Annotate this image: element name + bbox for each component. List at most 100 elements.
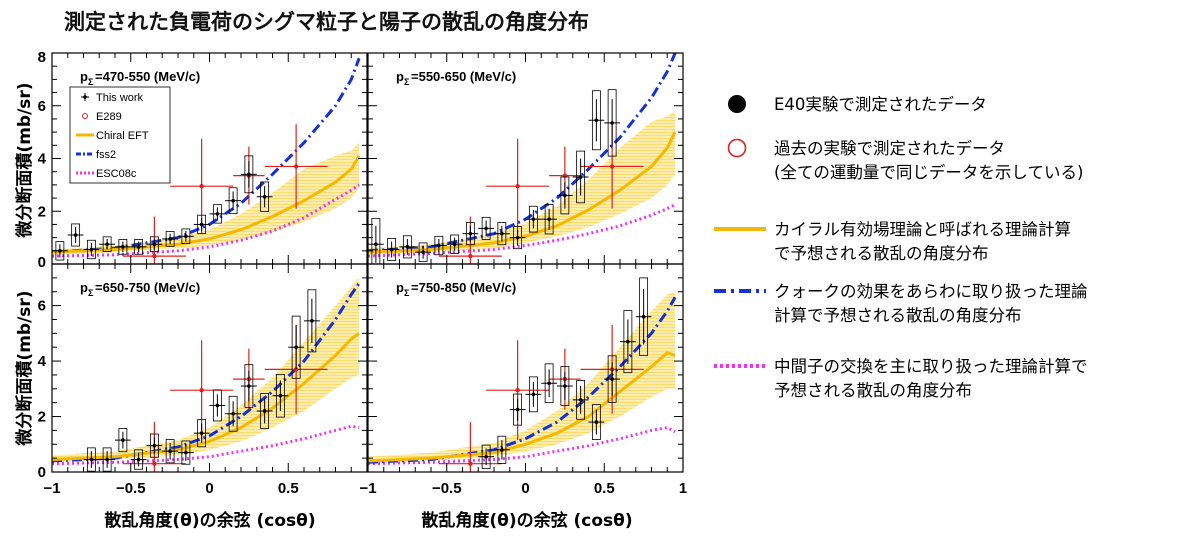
this-work-marker xyxy=(136,457,141,462)
right-legend-text: 中間子の交換を主に取り扱った理論計算で xyxy=(774,357,1088,376)
right-legend-text: (全ての運動量で同じデータを示している) xyxy=(774,162,1083,182)
this-work-point xyxy=(256,393,273,429)
this-work-marker xyxy=(89,247,94,252)
this-work-marker xyxy=(563,193,567,198)
y-tick-label: 8 xyxy=(38,49,46,66)
right-legend-text: 予想される散乱の角度分布 xyxy=(774,381,972,400)
this-work-marker xyxy=(500,231,504,236)
right-legend-item: 過去の実験で測定されたデータ (全ての運動量で同じデータを示している) xyxy=(727,138,1083,182)
this-work-marker xyxy=(515,235,520,240)
this-work-point xyxy=(431,235,447,256)
e289-marker xyxy=(515,183,520,189)
this-work-point xyxy=(572,150,589,204)
this-work-point xyxy=(99,447,115,472)
this-work-marker xyxy=(610,377,614,381)
this-work-point xyxy=(115,428,131,453)
panel-label-range: =550-650 (MeV/c) xyxy=(411,69,516,84)
e289-marker xyxy=(199,387,204,393)
x-axis-label: 散乱角度(θ)の余弦 (cosθ) xyxy=(104,510,315,531)
this-work-point xyxy=(146,236,163,253)
chiral-eft-curve xyxy=(368,131,677,254)
this-work-point xyxy=(604,89,620,157)
this-work-marker xyxy=(215,403,220,408)
this-work-marker xyxy=(199,431,204,435)
this-work-point xyxy=(541,363,557,404)
this-work-marker xyxy=(421,250,425,254)
this-work-point xyxy=(193,214,210,235)
this-work-marker xyxy=(73,233,78,237)
y-tick-label: 2 xyxy=(38,203,46,220)
inset-legend-item: Chiral EFT xyxy=(76,130,149,142)
this-work-point xyxy=(272,373,289,418)
panel-2: p Σ =550-650 (MeV/c) xyxy=(367,52,684,265)
this-work-marker xyxy=(626,339,630,344)
this-work-point xyxy=(604,355,620,403)
this-work-point xyxy=(83,239,100,260)
this-work-marker xyxy=(215,212,220,216)
inset-legend-label: ESC08c xyxy=(96,168,137,180)
this-work-marker xyxy=(89,457,94,462)
this-work-marker xyxy=(152,443,157,448)
this-work-marker xyxy=(262,409,267,413)
right-legend-text: で予想される散乱の角度分布 xyxy=(774,244,989,263)
chiral-eft-band xyxy=(52,277,360,463)
panel-label-range: =470-550 (MeV/c) xyxy=(95,69,200,84)
this-work-point xyxy=(620,310,636,374)
this-work-marker xyxy=(310,319,314,323)
chiral-eft-curve xyxy=(368,350,676,463)
this-work-point xyxy=(225,395,241,432)
this-work-marker xyxy=(262,194,267,199)
this-work-point xyxy=(383,238,400,261)
this-work-marker xyxy=(58,249,62,253)
this-work-marker xyxy=(105,457,109,462)
this-work-marker xyxy=(641,314,646,319)
panel-label-sub: Σ xyxy=(88,288,94,298)
this-work-marker xyxy=(515,407,520,412)
this-work-point xyxy=(635,277,652,356)
this-work-marker xyxy=(136,245,141,249)
fss2-curve xyxy=(52,57,361,254)
panel-label-range: =650-750 (MeV/c) xyxy=(95,280,200,295)
legend-marker-circle xyxy=(727,138,747,158)
this-work-point xyxy=(509,226,526,250)
fss2-curve xyxy=(368,53,677,253)
this-work-marker xyxy=(389,247,394,252)
x-tick-label: 0.5 xyxy=(278,480,299,497)
this-work-point xyxy=(178,440,194,465)
this-work-marker xyxy=(531,392,536,397)
this-work-point xyxy=(225,187,241,215)
this-work-marker xyxy=(531,217,536,221)
inset-legend-label: This work xyxy=(96,92,144,104)
x-tick-label: 0.5 xyxy=(594,480,615,497)
this-work-point xyxy=(588,90,605,151)
this-work-point xyxy=(162,439,178,464)
x-tick-label: 0 xyxy=(521,480,529,497)
panel-3: p Σ =650-750 (MeV/c) xyxy=(51,263,368,473)
this-work-point xyxy=(494,435,510,464)
y-tick-label: 6 xyxy=(38,98,46,115)
this-work-point xyxy=(209,389,226,422)
x-tick-label: −0.5 xyxy=(116,480,146,497)
this-work-marker xyxy=(121,245,125,249)
inset-legend-item: This work xyxy=(81,92,144,104)
chiral-eft-band xyxy=(368,111,676,255)
this-work-marker xyxy=(168,237,172,241)
this-work-marker xyxy=(452,242,457,247)
y-tick-label: 4 xyxy=(38,353,47,370)
legend-marker-circle xyxy=(82,113,88,119)
panel-label-p: p xyxy=(396,69,404,84)
chiral-eft-band xyxy=(368,291,676,464)
esc08c-curve xyxy=(368,426,676,466)
this-work-point xyxy=(399,235,416,259)
right-legend-text: 過去の実験で測定されたデータ xyxy=(774,138,1005,158)
this-work-marker xyxy=(184,450,188,455)
this-work-point xyxy=(241,364,257,408)
panel-label-sub: Σ xyxy=(404,288,410,298)
e289-marker xyxy=(515,387,520,393)
inset-legend: This work E289 Chiral EFT fss2 ESC08c xyxy=(69,86,171,184)
e289-marker xyxy=(609,164,615,169)
this-work-point xyxy=(557,366,573,406)
page-title: 測定された負電荷のシグマ粒子と陽子の散乱の角度分布 xyxy=(64,10,589,34)
this-work-point xyxy=(130,449,147,470)
